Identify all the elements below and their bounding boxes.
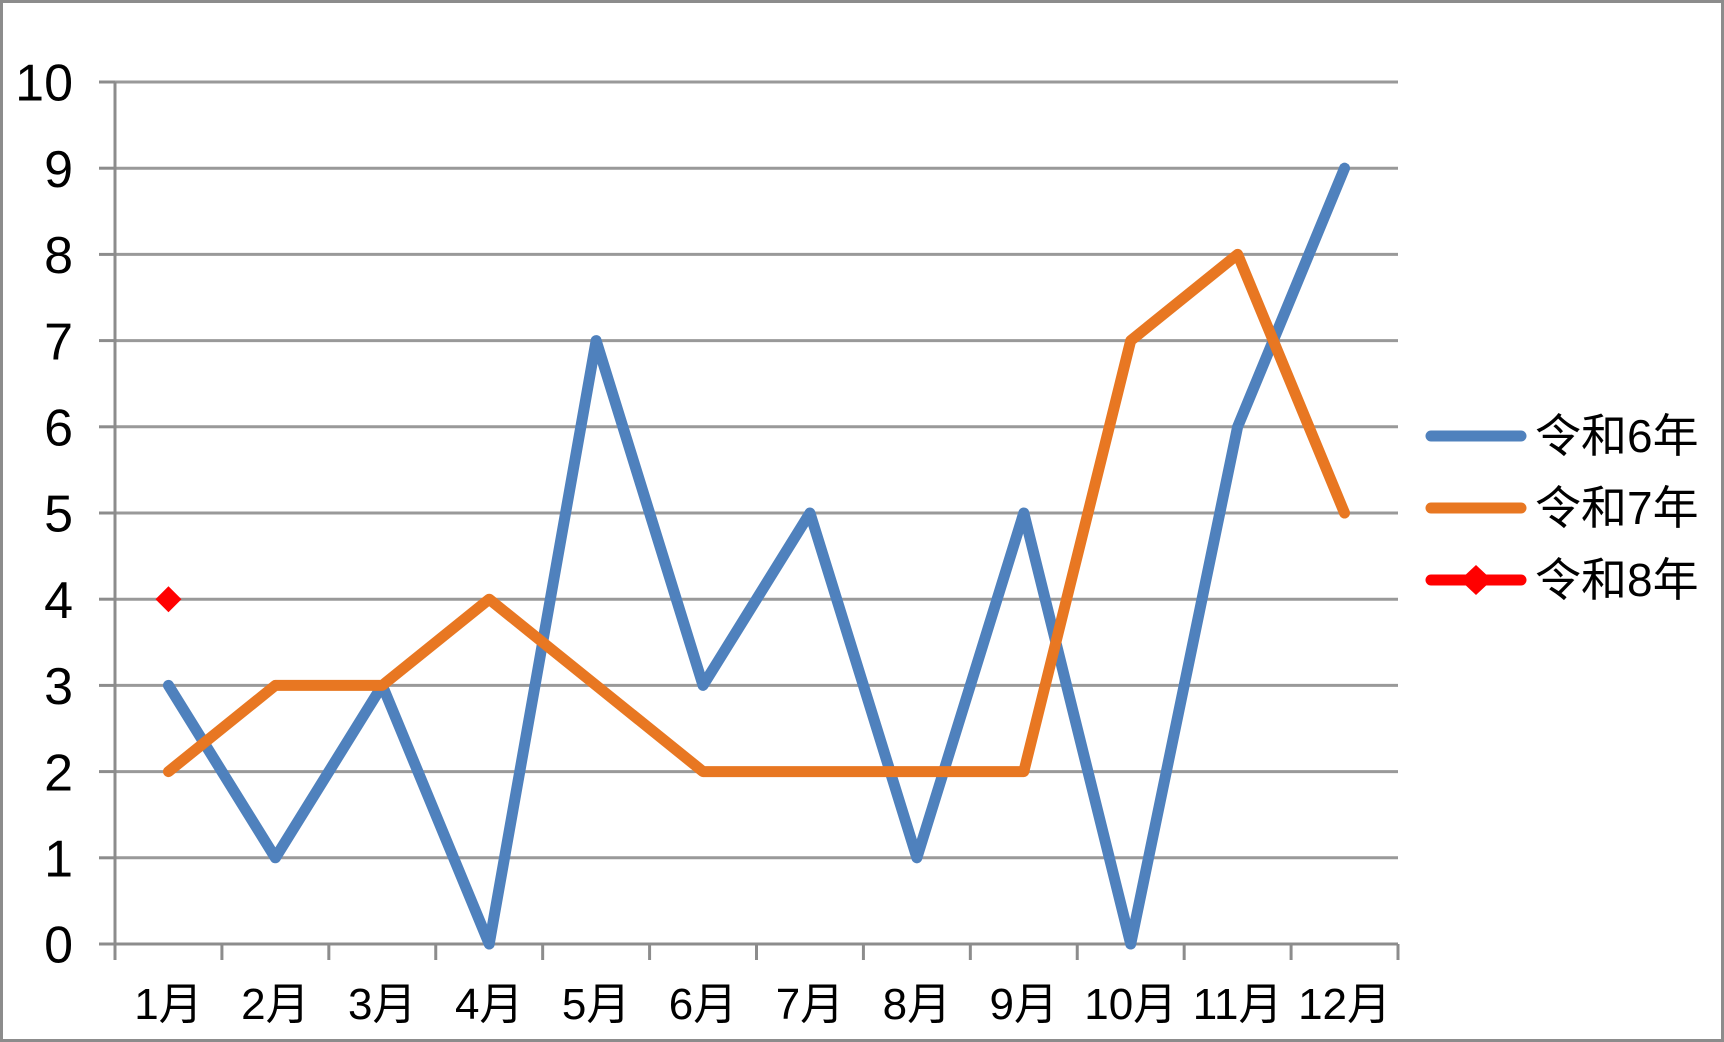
legend-line-sample — [1425, 502, 1527, 514]
y-tick-label: 3 — [44, 658, 73, 716]
x-tick-label: 8月 — [883, 980, 951, 1029]
x-tick-label: 1月 — [134, 980, 202, 1029]
x-tick-label: 3月 — [348, 980, 416, 1029]
y-tick-label: 9 — [44, 141, 73, 199]
x-tick-label: 11月 — [1193, 980, 1283, 1029]
legend-line-sample — [1425, 430, 1527, 442]
legend: 令和6年令和7年令和8年 — [1425, 400, 1699, 616]
x-tick-label: 9月 — [990, 980, 1058, 1029]
x-tick-label: 12月 — [1298, 980, 1391, 1029]
y-tick-label: 5 — [44, 486, 73, 544]
series-line-1 — [162, 248, 1351, 778]
line-chart-plot: 0 1 2 3 4 5 6 7 8 9 10 1月 2月 3月 4月 5月 6月 7月 8月 9月 10月 11月 12月 — [15, 55, 1400, 1029]
y-tick-label: 6 — [44, 400, 73, 458]
legend-label: 令和6年 — [1535, 410, 1699, 462]
y-tick-label: 1 — [44, 831, 73, 889]
legend-label: 令和8年 — [1535, 554, 1699, 606]
legend-label: 令和7年 — [1535, 482, 1699, 534]
y-tick-label: 4 — [44, 572, 73, 630]
legend-item-2: 令和8年 — [1425, 544, 1699, 616]
x-tick-label: 5月 — [562, 980, 630, 1029]
x-tick-label: 7月 — [776, 980, 844, 1029]
x-tick-label: 10月 — [1084, 980, 1177, 1029]
x-tick-label: 2月 — [241, 980, 309, 1029]
y-tick-label: 8 — [44, 227, 73, 285]
series-marker-2 — [155, 586, 182, 613]
diamond-marker-icon — [1460, 565, 1492, 595]
y-tick-label: 10 — [15, 55, 73, 113]
y-tick-label: 7 — [44, 313, 73, 371]
legend-line-sample — [1425, 565, 1527, 595]
series-line-0 — [162, 162, 1351, 950]
legend-item-1: 令和7年 — [1425, 472, 1699, 544]
x-tick-label: 6月 — [669, 980, 737, 1029]
y-tick-label: 2 — [44, 744, 73, 802]
y-tick-label: 0 — [44, 917, 73, 975]
legend-item-0: 令和6年 — [1425, 400, 1699, 472]
x-tick-label: 4月 — [455, 980, 523, 1029]
